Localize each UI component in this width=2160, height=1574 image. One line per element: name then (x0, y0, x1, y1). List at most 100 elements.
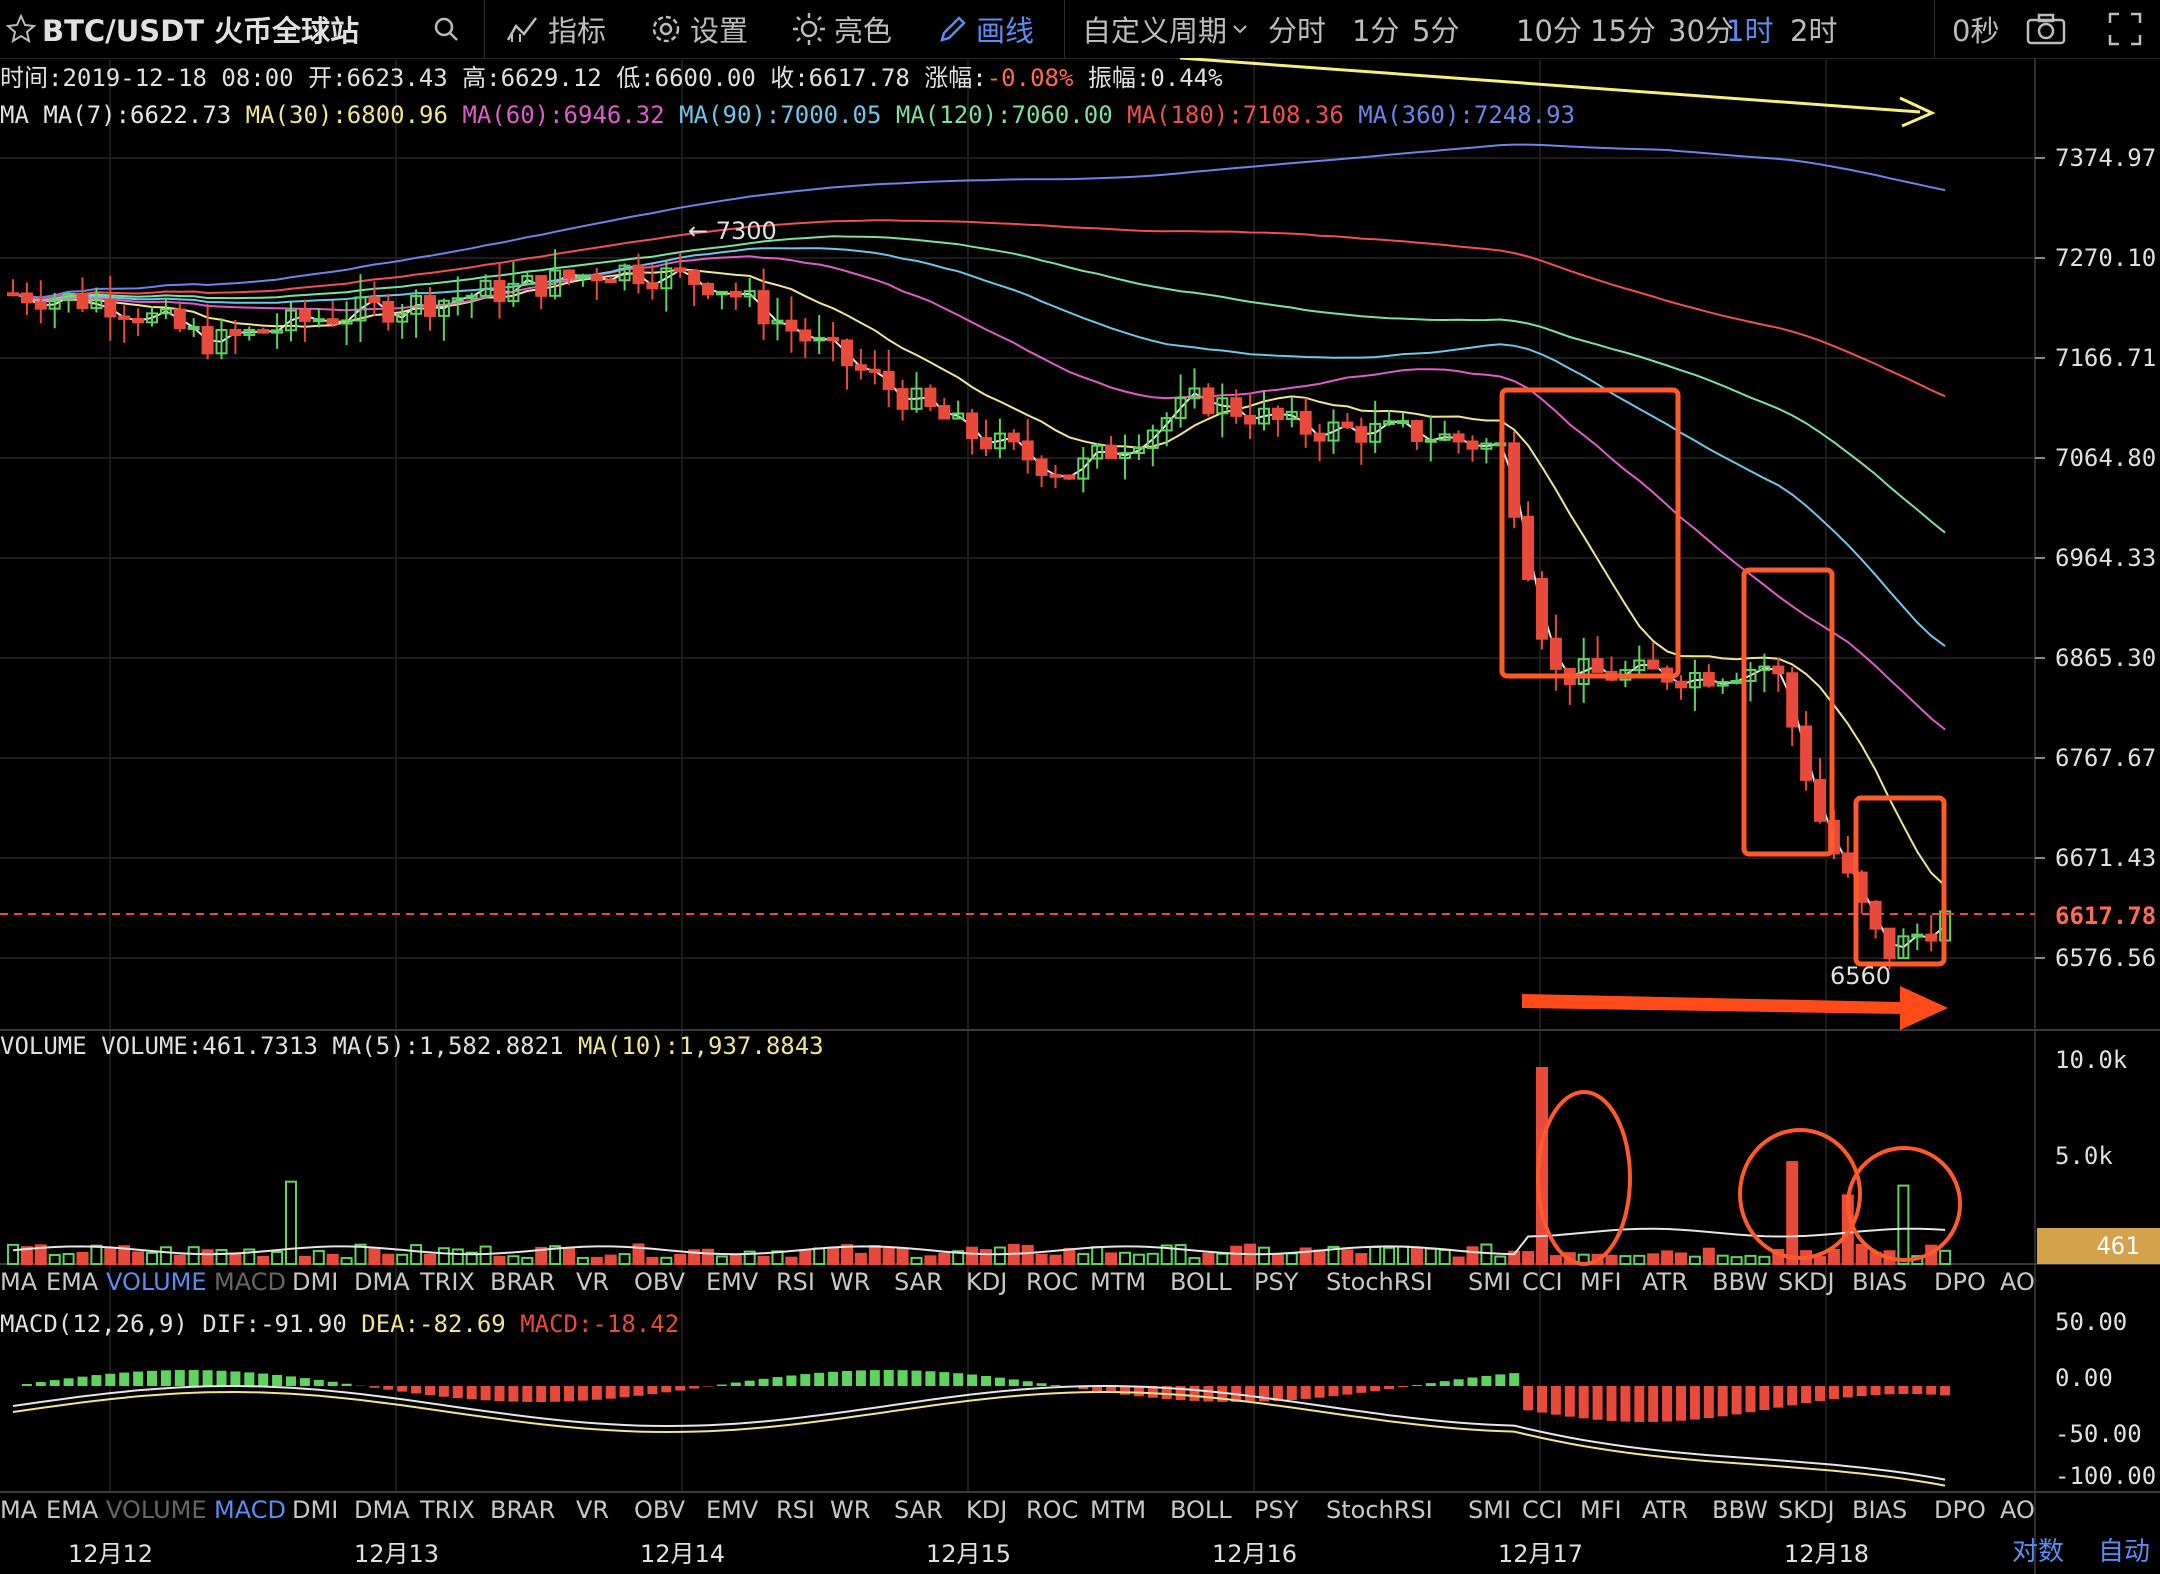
indicator-tab[interactable]: SAR (894, 1496, 943, 1524)
kline-chart[interactable]: 6617.78 7374.97 7270.10 7166.71 7064.80 6964… (0, 58, 2160, 1574)
indicator-tab[interactable]: PSY (1254, 1496, 1299, 1524)
indicator-tab[interactable]: ATR (1642, 1268, 1688, 1296)
indicator-tab[interactable]: BIAS (1852, 1496, 1907, 1524)
period-tab[interactable]: 10分 (1516, 14, 1582, 48)
indicator-tab[interactable]: RSI (776, 1496, 815, 1524)
ma-legend-item: MA(90):7000.05 (679, 101, 896, 129)
indicator-tab[interactable]: BOLL (1170, 1496, 1232, 1524)
period-tab[interactable]: 1分 (1352, 14, 1400, 48)
indicator-tab[interactable]: MFI (1580, 1268, 1622, 1296)
ma-legend-item: MA(120):7060.00 (896, 101, 1127, 129)
ma-legend-label: MA (0, 101, 43, 129)
indicator-tab[interactable]: SKDJ (1778, 1496, 1835, 1524)
indicator-tab[interactable]: MA (0, 1496, 38, 1524)
indicator-tab[interactable]: BOLL (1170, 1268, 1232, 1296)
indicator-tab[interactable]: SMI (1468, 1496, 1511, 1524)
draw-line-button[interactable]: 画线 (938, 0, 1034, 58)
time-tick: 12月12 (68, 1540, 153, 1568)
period-tab[interactable]: 5分 (1412, 14, 1460, 48)
indicator-tab[interactable]: VR (576, 1268, 609, 1296)
log-scale-toggle[interactable]: 对数 (2012, 1537, 2064, 1567)
indicator-tab[interactable]: MFI (1580, 1496, 1622, 1524)
volume-legend: VOLUME VOLUME:461.7313 MA(5):1,582.8821 … (0, 1032, 824, 1060)
indicator-tab[interactable]: SKDJ (1778, 1268, 1835, 1296)
volume-badge-label: 461 (2096, 1232, 2139, 1260)
candlesticks (7, 249, 1952, 970)
volume-legend-ma10: MA(10):1,937.8843 (578, 1032, 824, 1060)
search-icon[interactable] (432, 0, 460, 58)
indicator-tab[interactable]: OBV (634, 1496, 686, 1524)
favorite-star-icon[interactable] (6, 0, 36, 58)
indicator-tab[interactable]: MA (0, 1268, 38, 1296)
indicator-tab[interactable]: BRAR (490, 1268, 555, 1296)
indicator-tab[interactable]: TRIX (419, 1268, 475, 1296)
custom-period-dropdown[interactable]: 自定义周期 (1082, 0, 1249, 58)
top-toolbar: BTC/USDT 火币全球站 指标 设置 亮色 画线 自定义周期 0秒 分时 1分… (0, 0, 2160, 59)
indicator-tab[interactable]: EMA (46, 1268, 99, 1296)
indicator-tab[interactable]: VOLUME (106, 1268, 207, 1296)
indicator-tab[interactable]: BRAR (490, 1496, 555, 1524)
indicator-tab[interactable]: AO (2000, 1496, 2035, 1524)
period-tab[interactable]: 30分 (1668, 14, 1734, 48)
indicator-tab[interactable]: CCI (1522, 1268, 1563, 1296)
indicator-tab[interactable]: ROC (1026, 1268, 1078, 1296)
indicator-tab[interactable]: DMI (292, 1268, 338, 1296)
indicator-tab[interactable]: DMI (292, 1496, 338, 1524)
indicator-tab[interactable]: ROC (1026, 1496, 1078, 1524)
period-tab[interactable]: 15分 (1590, 14, 1656, 48)
indicator-tab[interactable]: RSI (776, 1268, 815, 1296)
indicator-tab[interactable]: ATR (1642, 1496, 1688, 1524)
indicator-tab[interactable]: PSY (1254, 1268, 1299, 1296)
indicator-tab[interactable]: OBV (634, 1268, 686, 1296)
fullscreen-icon[interactable] (2108, 0, 2142, 58)
indicators-button[interactable]: 指标 (506, 0, 606, 58)
volume-tick: 5.0k (2055, 1142, 2113, 1170)
screenshot-camera-icon[interactable] (2026, 0, 2066, 58)
period-tab[interactable]: 2时 (1790, 14, 1838, 48)
price-tick: 6865.30 (2055, 644, 2156, 672)
theme-toggle-button[interactable]: 亮色 (792, 0, 892, 58)
indicator-tab[interactable]: SMI (1468, 1268, 1511, 1296)
indicator-tab[interactable]: WR (830, 1496, 870, 1524)
indicator-tab[interactable]: EMV (706, 1496, 759, 1524)
indicators-label: 指标 (548, 14, 607, 48)
indicator-tab[interactable]: DPO (1934, 1268, 1986, 1296)
volume-ma-lines (12, 1227, 1946, 1256)
indicator-tab[interactable]: StochRSI (1326, 1268, 1433, 1296)
indicator-tab[interactable]: DPO (1934, 1496, 1986, 1524)
custom-period-label: 自定义周期 (1082, 14, 1228, 48)
indicator-tab[interactable]: KDJ (966, 1268, 1007, 1296)
time-tick: 12月16 (1212, 1540, 1297, 1568)
sun-icon (793, 13, 825, 45)
price-tick: 6576.56 (2055, 944, 2156, 972)
macd-legend: MACD(12,26,9) DIF:-91.90 DEA:-82.69 MACD… (0, 1310, 679, 1338)
indicator-tab[interactable]: DMA (354, 1496, 410, 1524)
indicator-tab[interactable]: BIAS (1852, 1268, 1907, 1296)
auto-scale-toggle[interactable]: 自动 (2098, 1537, 2150, 1567)
indicator-tab[interactable]: TRIX (419, 1496, 475, 1524)
indicator-tab[interactable]: MTM (1090, 1496, 1146, 1524)
indicator-tab[interactable]: MACD (214, 1496, 286, 1524)
indicator-tab[interactable]: MACD (214, 1268, 286, 1296)
annotation-boxes (1499, 387, 1947, 967)
indicator-tab[interactable]: VR (576, 1496, 609, 1524)
indicator-tab[interactable]: CCI (1522, 1496, 1563, 1524)
volume-tick: 10.0k (2055, 1046, 2128, 1074)
indicator-tab[interactable]: VOLUME (106, 1496, 207, 1524)
ma-legend-item: MA(180):7108.36 (1127, 101, 1358, 129)
settings-button[interactable]: 设置 (650, 0, 748, 58)
indicator-tab[interactable]: MTM (1090, 1268, 1146, 1296)
indicator-tab[interactable]: EMV (706, 1268, 759, 1296)
period-tab[interactable]: 1时 (1726, 14, 1774, 48)
indicator-tab[interactable]: StochRSI (1326, 1496, 1433, 1524)
indicator-tab[interactable]: BBW (1712, 1496, 1768, 1524)
indicator-tab[interactable]: SAR (894, 1268, 943, 1296)
ohlc-amplitude: 振幅:0.44% (1088, 64, 1223, 92)
period-tab[interactable]: 分时 (1268, 14, 1327, 48)
indicator-tab[interactable]: KDJ (966, 1496, 1007, 1524)
indicator-tab[interactable]: EMA (46, 1496, 99, 1524)
indicator-tab[interactable]: BBW (1712, 1268, 1768, 1296)
indicator-tab[interactable]: DMA (354, 1268, 410, 1296)
indicator-tab[interactable]: AO (2000, 1268, 2035, 1296)
indicator-tab[interactable]: WR (830, 1268, 870, 1296)
